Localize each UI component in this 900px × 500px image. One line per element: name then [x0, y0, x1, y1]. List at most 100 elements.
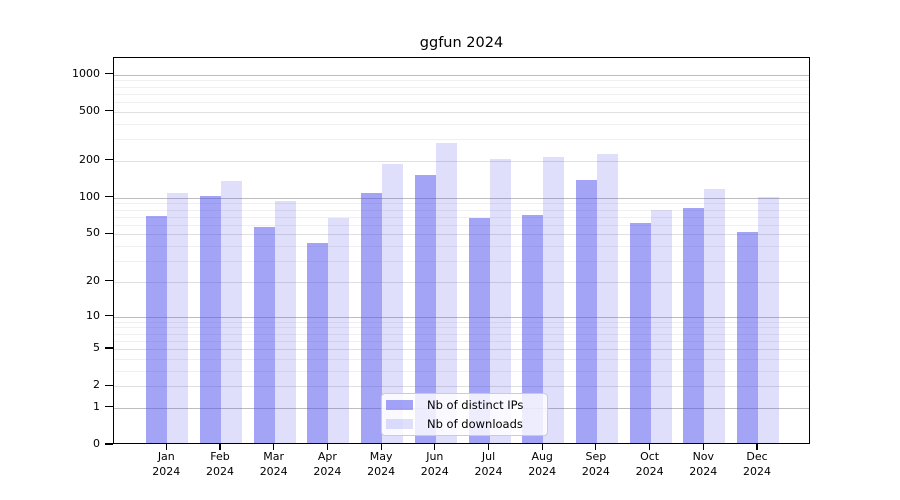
gridline-minor-30: [114, 260, 809, 262]
bar-distinct-ips-sep: [575, 180, 597, 443]
bar-distinct-ips-oct: [629, 222, 651, 443]
gridline-minor-700: [114, 93, 809, 95]
legend-swatch-downloads-icon: [386, 418, 413, 429]
gridline-minor-3: [114, 370, 809, 372]
gridline-major-10: [114, 316, 809, 318]
x-tick-sep: [595, 444, 597, 450]
bar-distinct-ips-jul: [468, 217, 490, 443]
x-tick-may: [380, 444, 382, 450]
x-tick-label-oct: Oct 2024: [635, 450, 664, 478]
y-tick-label-5: 5: [93, 341, 100, 354]
y-tick-200: [105, 159, 113, 161]
gridline-minor-300: [114, 139, 809, 141]
gridline-minor-400: [114, 123, 809, 125]
bar-downloads-jul: [489, 159, 511, 443]
y-tick-5: [105, 347, 113, 349]
gridline-minor-80: [114, 209, 809, 211]
y-tick-1000: [105, 73, 113, 75]
bar-distinct-ips-mar: [253, 227, 275, 443]
y-tick-2: [105, 384, 113, 386]
legend-entry-downloads: Nb of downloads: [386, 415, 547, 433]
x-tick-nov: [702, 444, 704, 450]
y-tick-label-100: 100: [79, 189, 100, 203]
gridline-major-5: [114, 349, 809, 350]
gridline-minor-70: [114, 216, 809, 218]
legend-swatch-distinct-ips-icon: [386, 400, 413, 411]
x-tick-label-jan: Jan 2024: [152, 450, 181, 478]
bar-distinct-ips-may: [361, 192, 383, 443]
x-tick-label-apr: Apr 2024: [313, 450, 342, 478]
x-tick-label-feb: Feb 2024: [206, 450, 234, 478]
bar-distinct-ips-jan: [146, 216, 168, 443]
bar-downloads-nov: [704, 189, 726, 443]
bar-downloads-may: [382, 164, 404, 443]
gridline-major-500: [114, 111, 809, 113]
y-tick-label-0: 0: [93, 437, 100, 450]
gridline-minor-8: [114, 327, 809, 329]
plot-area: Nb of distinct IPs Nb of downloads: [113, 57, 810, 444]
gridline-major-2: [114, 386, 809, 388]
legend-label-downloads: Nb of downloads: [427, 416, 523, 431]
bar-downloads-oct: [650, 209, 672, 443]
bar-downloads-sep: [596, 153, 618, 443]
gridline-minor-6: [114, 340, 809, 342]
y-tick-20: [105, 280, 113, 282]
gridline-major-100: [114, 197, 809, 199]
x-tick-oct: [649, 444, 651, 450]
y-tick-10: [105, 314, 113, 317]
y-tick-label-500: 500: [79, 103, 100, 117]
gridline-major-200: [114, 160, 809, 162]
bar-distinct-ips-nov: [683, 208, 705, 443]
bar-downloads-aug: [543, 157, 565, 443]
gridline-minor-60: [114, 224, 809, 226]
gridline-minor-4: [114, 358, 809, 360]
legend: Nb of distinct IPs Nb of downloads: [381, 393, 548, 436]
x-tick-jan: [165, 444, 167, 450]
bar-downloads-jan: [167, 193, 189, 443]
x-tick-jul: [487, 444, 490, 450]
gridline-minor-600: [114, 102, 809, 103]
bar-distinct-ips-feb: [200, 195, 221, 443]
x-tick-label-sep: Sep 2024: [581, 450, 610, 478]
y-tick-label-200: 200: [79, 152, 100, 166]
bar-downloads-apr: [328, 218, 350, 443]
y-tick-label-1000: 1000: [72, 66, 100, 80]
x-tick-mar: [273, 444, 275, 450]
y-tick-label-50: 50: [86, 226, 100, 240]
x-tick-label-dec: Dec 2024: [743, 450, 771, 478]
x-tick-jun: [434, 444, 436, 450]
bar-distinct-ips-aug: [522, 215, 544, 443]
bar-distinct-ips-jun: [414, 174, 436, 443]
gridline-minor-900: [114, 80, 809, 82]
x-tick-feb: [219, 444, 221, 450]
gridline-major-1000: [114, 74, 809, 76]
legend-label-distinct-ips: Nb of distinct IPs: [427, 398, 524, 413]
x-tick-aug: [541, 444, 543, 450]
chart-title: ggfun 2024: [419, 35, 504, 51]
bar-distinct-ips-apr: [307, 242, 329, 443]
x-tick-label-jul: Jul 2024: [474, 450, 503, 478]
bar-distinct-ips-dec: [737, 232, 758, 443]
gridline-minor-9: [114, 321, 809, 323]
x-tick-apr: [326, 444, 328, 450]
y-tick-1: [105, 406, 113, 408]
x-tick-dec: [756, 444, 758, 450]
x-tick-label-may: May 2024: [367, 450, 396, 478]
y-tick-50: [105, 232, 113, 234]
bar-downloads-mar: [274, 201, 296, 443]
y-tick-label-10: 10: [86, 308, 100, 322]
x-tick-label-jun: Jun 2024: [420, 450, 449, 478]
legend-entry-distinct-ips: Nb of distinct IPs: [386, 396, 547, 414]
x-tick-label-aug: Aug 2024: [528, 450, 557, 478]
bar-downloads-feb: [221, 181, 242, 443]
gridline-minor-800: [114, 86, 809, 88]
gridline-minor-7: [114, 333, 809, 335]
y-tick-500: [105, 110, 113, 112]
y-tick-label-1: 1: [93, 399, 100, 413]
gridline-minor-90: [114, 203, 809, 205]
x-tick-label-mar: Mar 2024: [259, 450, 288, 478]
y-tick-label-20: 20: [86, 273, 100, 287]
bar-downloads-jun: [435, 143, 457, 443]
y-tick-0: [105, 443, 113, 445]
